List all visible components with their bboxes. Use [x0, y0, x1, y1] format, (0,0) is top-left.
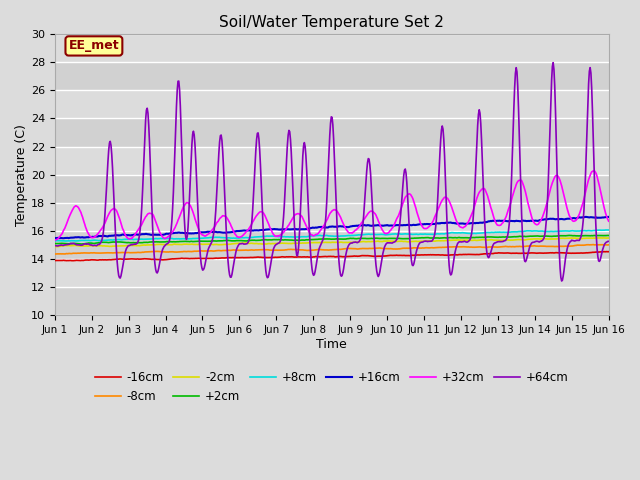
-2cm	[600, 235, 607, 241]
+32cm	[204, 232, 211, 238]
-2cm	[416, 239, 424, 244]
+64cm	[549, 60, 557, 65]
+64cm	[51, 243, 59, 249]
Line: -16cm: -16cm	[55, 252, 609, 261]
+16cm	[416, 221, 424, 227]
+8cm	[605, 227, 612, 233]
+64cm	[605, 239, 612, 244]
+2cm	[416, 235, 424, 241]
-2cm	[400, 239, 408, 244]
Line: +16cm: +16cm	[55, 217, 609, 238]
Line: +2cm: +2cm	[55, 235, 609, 244]
+2cm	[566, 232, 573, 238]
+8cm	[51, 238, 59, 244]
+16cm	[118, 232, 126, 238]
-8cm	[204, 248, 212, 254]
Line: -8cm: -8cm	[55, 245, 609, 254]
+64cm	[204, 251, 211, 256]
Line: +32cm: +32cm	[55, 171, 609, 240]
+64cm	[399, 182, 407, 188]
-16cm	[118, 256, 126, 262]
+2cm	[61, 240, 68, 246]
+8cm	[416, 231, 424, 237]
+16cm	[60, 235, 68, 241]
-8cm	[400, 245, 408, 251]
+8cm	[61, 238, 69, 244]
+32cm	[605, 218, 612, 224]
-8cm	[416, 245, 424, 251]
-2cm	[51, 244, 59, 250]
Bar	[55, 231, 609, 259]
+8cm	[204, 235, 212, 240]
+2cm	[78, 241, 86, 247]
-8cm	[51, 251, 59, 257]
-16cm	[61, 258, 68, 264]
-8cm	[60, 251, 68, 257]
+16cm	[204, 229, 212, 235]
+2cm	[400, 236, 408, 241]
+32cm	[589, 168, 597, 174]
+2cm	[204, 239, 212, 244]
+64cm	[174, 78, 182, 84]
-8cm	[61, 251, 69, 257]
+32cm	[174, 217, 182, 223]
-16cm	[51, 258, 59, 264]
-2cm	[53, 244, 61, 250]
+64cm	[61, 242, 68, 248]
+8cm	[400, 231, 408, 237]
Bar	[55, 175, 609, 203]
+2cm	[605, 233, 612, 239]
-16cm	[605, 249, 612, 254]
+16cm	[400, 222, 408, 228]
+32cm	[415, 216, 423, 222]
+16cm	[605, 214, 612, 220]
+32cm	[51, 238, 59, 243]
+16cm	[51, 235, 59, 241]
Bar	[55, 62, 609, 90]
-16cm	[416, 252, 424, 258]
-16cm	[69, 258, 77, 264]
-2cm	[61, 243, 69, 249]
Legend: -16cm, -8cm, -2cm, +2cm, +8cm, +16cm, +32cm, +64cm: -16cm, -8cm, -2cm, +2cm, +8cm, +16cm, +3…	[90, 366, 573, 408]
+64cm	[415, 241, 423, 247]
-16cm	[602, 249, 610, 254]
+16cm	[175, 230, 182, 236]
+2cm	[51, 240, 59, 246]
+64cm	[558, 278, 566, 284]
-8cm	[605, 242, 612, 248]
-16cm	[400, 252, 408, 258]
Line: +64cm: +64cm	[55, 62, 609, 281]
Title: Soil/Water Temperature Set 2: Soil/Water Temperature Set 2	[220, 15, 444, 30]
+32cm	[118, 223, 125, 229]
+8cm	[604, 227, 611, 233]
+2cm	[118, 239, 126, 245]
+2cm	[175, 239, 182, 244]
-2cm	[204, 241, 212, 247]
-2cm	[605, 235, 612, 241]
Text: EE_met: EE_met	[68, 39, 119, 52]
-2cm	[118, 243, 126, 249]
+32cm	[399, 200, 407, 206]
+64cm	[118, 269, 125, 275]
-8cm	[589, 242, 597, 248]
Y-axis label: Temperature (C): Temperature (C)	[15, 124, 28, 226]
Line: -2cm: -2cm	[55, 238, 609, 247]
Bar	[55, 119, 609, 146]
-2cm	[175, 241, 182, 247]
Line: +8cm: +8cm	[55, 230, 609, 241]
-8cm	[118, 250, 126, 255]
-16cm	[175, 256, 182, 262]
-16cm	[204, 255, 212, 261]
+16cm	[61, 235, 69, 241]
Bar	[55, 287, 609, 315]
+8cm	[175, 236, 182, 241]
+8cm	[118, 237, 126, 242]
+32cm	[61, 226, 68, 231]
+8cm	[61, 238, 68, 244]
X-axis label: Time: Time	[316, 338, 347, 351]
-8cm	[175, 249, 182, 255]
